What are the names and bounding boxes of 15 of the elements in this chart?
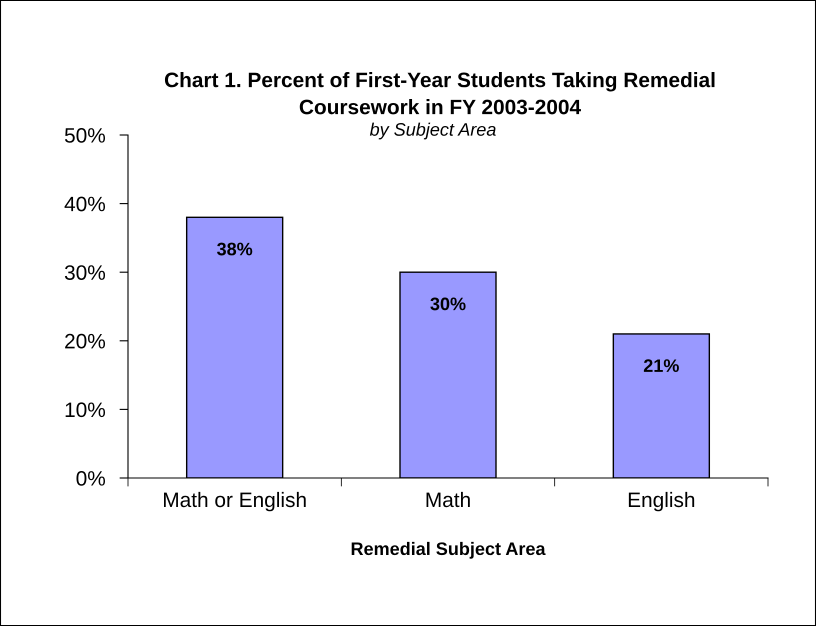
y-tick-label: 20% xyxy=(65,334,106,349)
y-tick-label: 30% xyxy=(64,265,106,280)
y-tick-label: 40% xyxy=(64,196,106,212)
data-label: 38% xyxy=(217,242,252,256)
data-label: 21% xyxy=(644,359,679,372)
y-tick-label: 50% xyxy=(64,128,106,143)
y-tick-label: 0% xyxy=(76,471,106,486)
chart-title: Chart 1. Percent of First-Year Students Taking Remedial Coursework in FY 2003-2004 xyxy=(164,72,714,114)
x-tick-label: Math xyxy=(426,492,470,508)
chart-subtitle: by Subject Area xyxy=(370,122,496,140)
x-tick-label: English xyxy=(628,492,694,512)
x-axis-title: Remedial Subject Area xyxy=(352,542,546,559)
data-label: 30% xyxy=(430,298,466,310)
y-tick-label: 10% xyxy=(66,402,106,418)
x-tick-label: Math or English xyxy=(164,492,306,512)
